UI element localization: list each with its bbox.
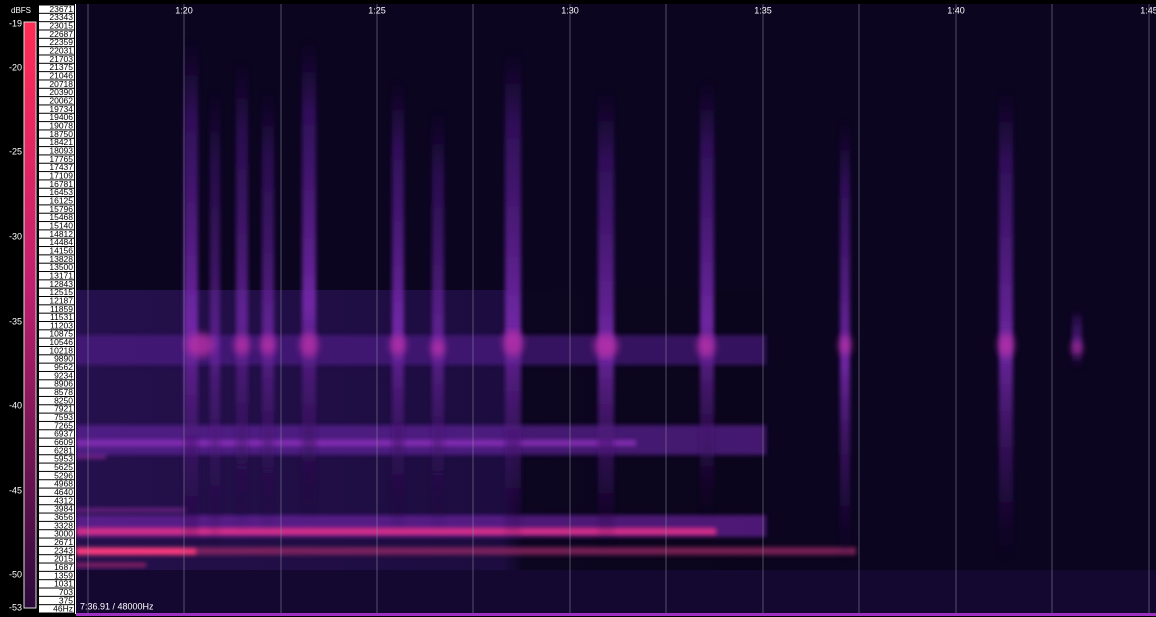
- time-label: 1:35: [754, 5, 772, 15]
- dbfs-label: -30: [9, 231, 22, 241]
- dbfs-label: -20: [9, 62, 22, 72]
- dbfs-label: -40: [9, 400, 22, 410]
- time-label: 1:40: [947, 5, 965, 15]
- scale-title: dBFS: [11, 6, 31, 15]
- dbfs-label: -50: [9, 569, 22, 579]
- time-label: 1:20: [175, 5, 193, 15]
- time-label: 1:30: [561, 5, 579, 15]
- frequency-labels: 2367123343230152268722359220312170321375…: [39, 4, 76, 614]
- spectrogram: [76, 4, 1156, 616]
- frequency-label: 46Hz: [53, 604, 73, 614]
- status-text: 7:36.91 / 48000Hz: [80, 601, 154, 611]
- dbfs-scale: dBFS: [11, 6, 36, 608]
- dbfs-label: -25: [9, 146, 22, 156]
- dbfs-label: -45: [9, 485, 22, 495]
- time-label: 1:25: [368, 5, 386, 15]
- time-label: 1:45: [1140, 5, 1156, 15]
- dbfs-label: -19: [9, 18, 22, 28]
- dbfs-label: -53: [9, 602, 22, 612]
- dbfs-labels: -19 -20 -25 -30 -35 -40 -45 -50 -53: [9, 18, 22, 612]
- spectrogram-view: dBFS -19 -20 -25 -30 -35 -40 -45 -50 -53 2367123…: [0, 0, 1156, 617]
- dbfs-label: -35: [9, 316, 22, 326]
